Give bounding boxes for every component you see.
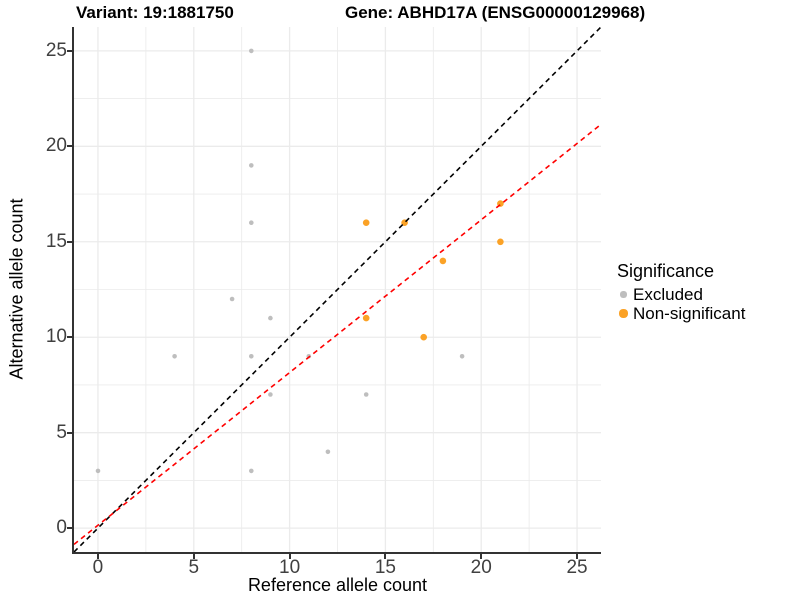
- data-point-excluded: [172, 354, 177, 359]
- x-tick-mark: [384, 554, 387, 559]
- data-point-non-significant: [362, 219, 370, 226]
- y-tick-label: 20: [45, 135, 67, 157]
- x-tick-label: 0: [92, 557, 104, 578]
- legend-item-excluded: Excluded: [617, 285, 745, 304]
- data-point-non-significant: [420, 333, 428, 341]
- variant-title: Variant: 19:1881750: [76, 3, 234, 22]
- x-tick-label: 25: [566, 557, 588, 578]
- data-point-excluded: [249, 468, 254, 474]
- data-point-excluded: [325, 449, 331, 455]
- data-point-non-significant: [439, 257, 447, 265]
- x-tick-mark: [480, 554, 483, 559]
- x-tick-label: 20: [470, 557, 492, 578]
- y-tick-label: 5: [56, 421, 67, 443]
- y-tick-mark: [67, 49, 72, 52]
- data-point-excluded: [268, 315, 273, 321]
- y-tick-mark: [67, 240, 72, 243]
- legend-item-non-significant: Non-significant: [617, 304, 745, 323]
- x-axis-line: [72, 552, 601, 554]
- data-point-excluded: [459, 354, 465, 359]
- y-tick-mark: [67, 527, 72, 530]
- y-tick-mark: [67, 145, 72, 148]
- legend-label-excluded: Excluded: [633, 284, 703, 304]
- data-point-excluded: [268, 392, 273, 397]
- data-point-non-significant: [362, 314, 370, 322]
- x-tick-mark: [288, 554, 291, 559]
- plot-panel: [74, 27, 601, 552]
- y-axis-title: Alternative allele count: [6, 198, 27, 380]
- x-tick-label: 10: [279, 557, 301, 578]
- data-point-excluded: [249, 163, 254, 168]
- x-tick-label: 5: [188, 557, 200, 578]
- data-point-excluded: [229, 296, 235, 302]
- x-tick-mark: [192, 554, 195, 559]
- legend-label-non-significant: Non-significant: [633, 303, 746, 323]
- data-point-excluded: [95, 468, 101, 474]
- data-point-excluded: [249, 220, 254, 225]
- y-tick-mark: [67, 431, 72, 434]
- y-tick-label: 25: [45, 39, 67, 61]
- data-point-non-significant: [497, 238, 504, 246]
- data-point-excluded: [249, 354, 254, 359]
- legend-title: Significance: [617, 261, 715, 281]
- data-point-excluded: [363, 392, 369, 397]
- x-tick-mark: [96, 554, 99, 559]
- fit-line: [74, 123, 601, 545]
- legend: Significance Excluded Non-significant: [617, 261, 745, 323]
- y-tick-mark: [67, 336, 72, 339]
- identity-line: [74, 27, 601, 552]
- scatter-plot-canvas: [74, 27, 601, 552]
- gene-title: Gene: ABHD17A (ENSG00000129968): [345, 3, 646, 22]
- non-significant-dot-icon: [619, 309, 628, 318]
- y-tick-label: 15: [45, 230, 67, 252]
- data-point-excluded: [249, 48, 254, 54]
- y-axis-line: [72, 27, 74, 554]
- y-tick-label: 10: [45, 326, 67, 348]
- excluded-dot-icon: [620, 291, 627, 298]
- x-axis-title: Reference allele count: [247, 575, 428, 595]
- y-tick-label: 0: [56, 517, 67, 539]
- x-tick-mark: [576, 554, 579, 559]
- x-tick-label: 15: [374, 557, 396, 578]
